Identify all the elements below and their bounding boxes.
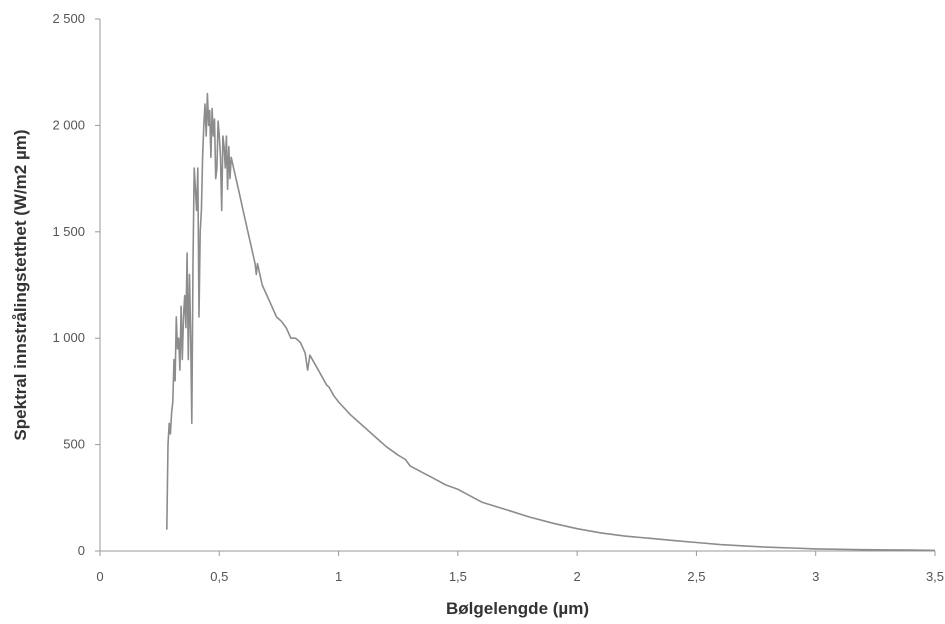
series-line <box>166 92 936 552</box>
x-tick-label: 2 <box>574 569 581 584</box>
x-tick-label: 1,5 <box>449 569 467 584</box>
series-layer <box>166 92 936 552</box>
y-tick-label: 1 500 <box>52 224 85 239</box>
y-tick-label: 2 500 <box>52 11 85 26</box>
x-tick-label: 3,5 <box>926 569 944 584</box>
x-tick-label: 0 <box>96 569 103 584</box>
x-tick-label: 1 <box>335 569 342 584</box>
y-tick-label: 2 000 <box>52 117 85 132</box>
y-tick-label: 1 000 <box>52 330 85 345</box>
y-tick-label: 500 <box>63 437 85 452</box>
y-tick-label: 0 <box>78 543 85 558</box>
x-axis-ticks: 0 0,5 1 1,5 2 2,5 3 3,5 <box>96 551 944 584</box>
y-axis-title: Spektral innstrålingstetthet (W/m2 µm) <box>11 129 30 440</box>
y-axis-ticks: 0 500 1 000 1 500 2 000 2 500 <box>52 11 100 558</box>
x-axis-title: Bølgelengde (µm) <box>446 599 589 618</box>
x-tick-label: 2,5 <box>687 569 705 584</box>
x-tick-label: 3 <box>812 569 819 584</box>
axes <box>99 19 935 552</box>
x-tick-label: 0,5 <box>210 569 228 584</box>
